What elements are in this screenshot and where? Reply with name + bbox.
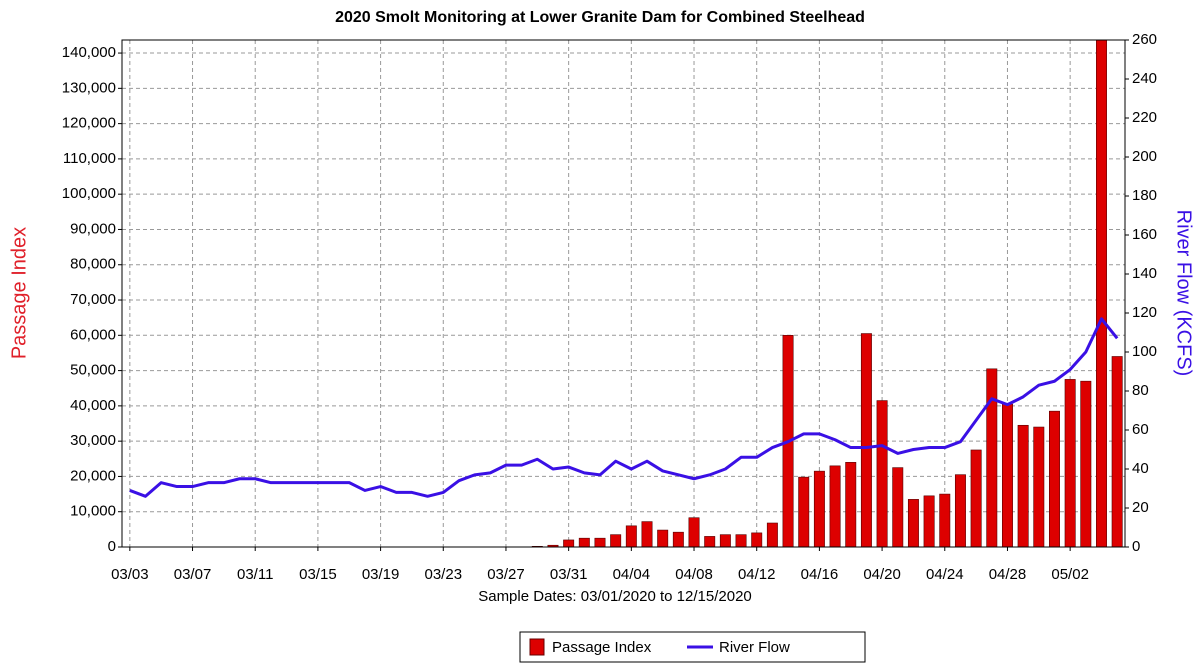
bar: [657, 529, 669, 547]
bar: [1080, 380, 1092, 547]
legend-label: Passage Index: [552, 639, 652, 656]
x-tick-label: 03/11: [237, 566, 273, 583]
y2-tick-label: 80: [1132, 382, 1149, 399]
bar: [1001, 403, 1013, 547]
bar: [829, 465, 841, 547]
x-tick-label: 04/16: [801, 566, 839, 583]
y2-tick-label: 160: [1132, 226, 1157, 243]
y-tick-label: 10,000: [70, 503, 116, 520]
x-axis-label: Sample Dates: 03/01/2020 to 12/15/2020: [478, 588, 752, 605]
y-tick-label: 110,000: [63, 150, 116, 167]
legend-label: River Flow: [719, 639, 790, 656]
bar: [860, 333, 872, 547]
x-tick-label: 03/27: [487, 566, 525, 583]
y2-tick-label: 20: [1132, 499, 1149, 516]
y-tick-label: 30,000: [70, 432, 116, 449]
bar: [798, 476, 810, 547]
bar: [954, 474, 966, 547]
x-tick-label: 04/28: [989, 566, 1027, 583]
bar: [907, 499, 919, 547]
bar: [1049, 410, 1060, 547]
bar: [1111, 356, 1123, 547]
y2-tick-label: 0: [1132, 538, 1140, 555]
y2-tick-label: 120: [1132, 304, 1157, 321]
legend-swatch: [529, 638, 545, 656]
y-tick-label: 140,000: [62, 44, 116, 61]
x-tick-label: 03/15: [299, 566, 337, 583]
y2-axis-label: River Flow (KCFS): [1173, 210, 1195, 377]
y2-tick-label: 220: [1132, 109, 1157, 126]
y-tick-label: 0: [108, 538, 116, 555]
y2-tick-label: 260: [1132, 31, 1157, 48]
y-axis-label: Passage Index: [8, 227, 30, 359]
bar: [751, 532, 763, 547]
bar: [610, 534, 622, 547]
y-tick-label: 80,000: [70, 256, 116, 273]
y-tick-label: 90,000: [70, 220, 116, 237]
bar: [704, 536, 716, 547]
bar: [923, 495, 935, 547]
x-tick-label: 03/19: [362, 566, 400, 583]
bar: [641, 521, 653, 547]
bar: [563, 539, 575, 547]
bar: [813, 470, 825, 547]
bar: [735, 534, 747, 547]
x-tick-label: 04/20: [863, 566, 901, 583]
y-tick-label: 70,000: [70, 291, 116, 308]
y2-tick-label: 60: [1132, 421, 1149, 438]
y-tick-label: 60,000: [70, 326, 116, 343]
y2-tick-label: 200: [1132, 148, 1157, 165]
y2-tick-label: 240: [1132, 70, 1157, 87]
bar: [876, 400, 888, 547]
y2-tick-label: 140: [1132, 265, 1157, 282]
x-tick-label: 03/23: [425, 566, 463, 583]
y-tick-label: 120,000: [62, 115, 116, 132]
x-tick-label: 04/08: [675, 566, 713, 583]
bar: [939, 493, 951, 547]
x-tick-label: 04/24: [926, 566, 964, 583]
bar: [672, 531, 684, 547]
bar: [1064, 379, 1076, 547]
bar: [986, 368, 998, 547]
plot-frame: [121, 39, 1126, 548]
x-tick-label: 03/03: [111, 566, 149, 583]
bar: [719, 534, 731, 547]
y-tick-label: 130,000: [62, 79, 116, 96]
plot-area: [121, 39, 1126, 548]
bar: [578, 537, 590, 547]
y-tick-label: 50,000: [70, 362, 116, 379]
x-tick-label: 04/04: [613, 566, 651, 583]
bar: [1033, 426, 1045, 547]
bar: [688, 517, 700, 547]
y-tick-label: 100,000: [62, 185, 116, 202]
bar: [845, 462, 857, 547]
x-tick-label: 04/12: [738, 566, 776, 583]
bar: [970, 449, 982, 547]
y-tick-label: 20,000: [70, 467, 116, 484]
y2-tick-label: 100: [1132, 343, 1157, 360]
bar: [1096, 40, 1107, 547]
bar: [594, 537, 606, 547]
x-tick-label: 03/31: [550, 566, 588, 583]
bar: [892, 467, 904, 547]
y2-tick-label: 180: [1132, 187, 1157, 204]
x-tick-label: 05/02: [1051, 566, 1089, 583]
line: [129, 317, 1119, 498]
chart-title: 2020 Smolt Monitoring at Lower Granite D…: [335, 9, 865, 26]
bar: [766, 522, 778, 547]
x-tick-label: 03/07: [174, 566, 212, 583]
bar: [625, 525, 637, 547]
bar: [1017, 424, 1029, 547]
y2-tick-label: 40: [1132, 460, 1149, 477]
y-tick-label: 40,000: [70, 397, 116, 414]
